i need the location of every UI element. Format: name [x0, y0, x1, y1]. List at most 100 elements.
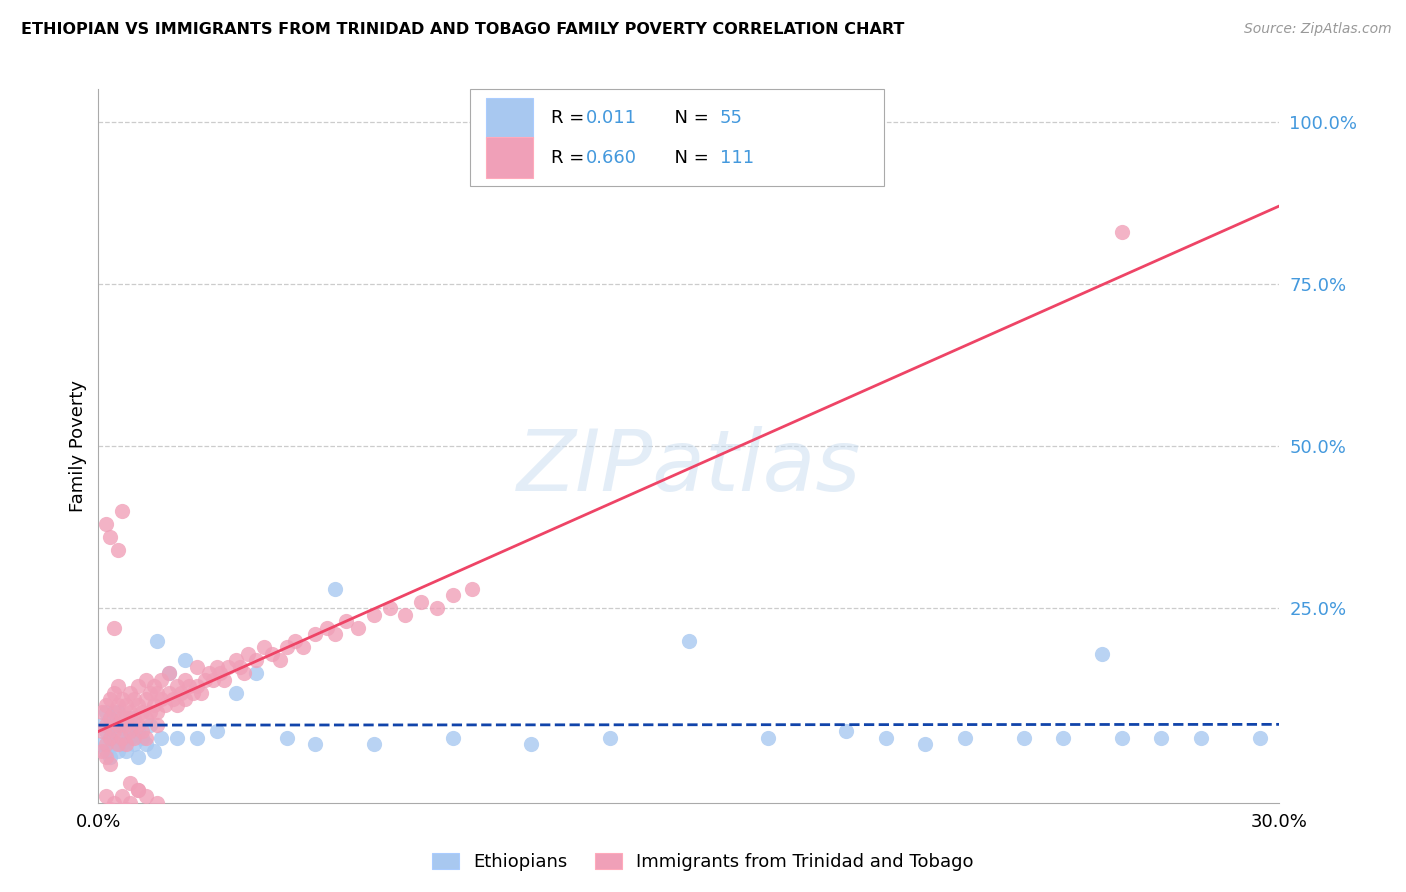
Point	[118, 796, 141, 810]
Point	[1111, 731, 1133, 745]
Point	[122, 731, 145, 745]
Point	[135, 692, 157, 706]
Point	[98, 756, 121, 771]
Point	[363, 607, 385, 622]
Point	[118, 685, 141, 699]
Point	[245, 653, 267, 667]
Text: N =: N =	[664, 149, 714, 167]
Point	[229, 659, 252, 673]
Point	[118, 705, 141, 719]
Point	[426, 601, 449, 615]
Point	[103, 724, 125, 739]
Point	[225, 653, 247, 667]
Point	[1111, 225, 1133, 239]
Point	[96, 789, 118, 804]
Point	[98, 692, 121, 706]
Point	[96, 718, 118, 732]
Point	[96, 705, 118, 719]
Point	[1249, 731, 1271, 745]
Point	[111, 738, 134, 752]
Text: ZIPatlas: ZIPatlas	[517, 425, 860, 509]
Point	[335, 614, 357, 628]
Point	[91, 724, 114, 739]
Point	[157, 666, 180, 681]
Point	[174, 653, 197, 667]
Point	[441, 588, 464, 602]
Point	[875, 731, 897, 745]
Point	[103, 685, 125, 699]
Point	[166, 698, 188, 713]
Point	[146, 796, 169, 810]
Point	[166, 731, 188, 745]
Point	[135, 731, 157, 745]
Point	[914, 738, 936, 752]
Point	[107, 705, 129, 719]
Point	[127, 750, 149, 764]
Point	[197, 666, 219, 681]
Point	[118, 724, 141, 739]
Point	[98, 530, 121, 544]
Point	[260, 647, 283, 661]
Point	[292, 640, 315, 654]
Point	[323, 582, 346, 596]
Point	[107, 718, 129, 732]
Point	[174, 673, 197, 687]
Point	[118, 711, 141, 725]
Point	[269, 653, 291, 667]
Point	[157, 666, 180, 681]
Point	[1150, 731, 1173, 745]
Point	[315, 621, 337, 635]
Point	[103, 796, 125, 810]
Point	[304, 738, 326, 752]
Point	[122, 711, 145, 725]
Point	[225, 685, 247, 699]
Point	[146, 685, 169, 699]
Point	[115, 711, 138, 725]
Point	[118, 731, 141, 745]
Point	[122, 692, 145, 706]
Point	[150, 692, 173, 706]
Point	[96, 744, 118, 758]
Point	[157, 685, 180, 699]
Point	[245, 666, 267, 681]
Point	[190, 685, 212, 699]
Point	[127, 782, 149, 797]
Point	[111, 504, 134, 518]
Point	[205, 724, 228, 739]
Point	[103, 621, 125, 635]
Legend: Ethiopians, Immigrants from Trinidad and Tobago: Ethiopians, Immigrants from Trinidad and…	[425, 846, 981, 879]
Point	[146, 633, 169, 648]
Text: R =: R =	[551, 149, 589, 167]
Point	[181, 685, 204, 699]
Point	[142, 698, 165, 713]
Point	[363, 738, 385, 752]
Point	[127, 679, 149, 693]
Point	[135, 789, 157, 804]
Point	[111, 692, 134, 706]
Point	[276, 731, 298, 745]
Point	[1012, 731, 1035, 745]
Point	[91, 718, 114, 732]
Point	[98, 731, 121, 745]
Point	[131, 731, 153, 745]
Point	[233, 666, 256, 681]
Point	[150, 673, 173, 687]
Point	[599, 731, 621, 745]
Point	[201, 673, 224, 687]
Text: R =: R =	[551, 110, 589, 128]
Point	[135, 738, 157, 752]
Point	[1189, 731, 1212, 745]
Point	[98, 711, 121, 725]
Point	[520, 738, 543, 752]
Point	[1091, 647, 1114, 661]
Point	[98, 711, 121, 725]
Point	[186, 731, 208, 745]
Point	[127, 698, 149, 713]
Point	[205, 659, 228, 673]
Point	[276, 640, 298, 654]
Point	[96, 698, 118, 713]
Point	[115, 718, 138, 732]
Point	[115, 738, 138, 752]
Point	[96, 738, 118, 752]
Point	[756, 731, 779, 745]
